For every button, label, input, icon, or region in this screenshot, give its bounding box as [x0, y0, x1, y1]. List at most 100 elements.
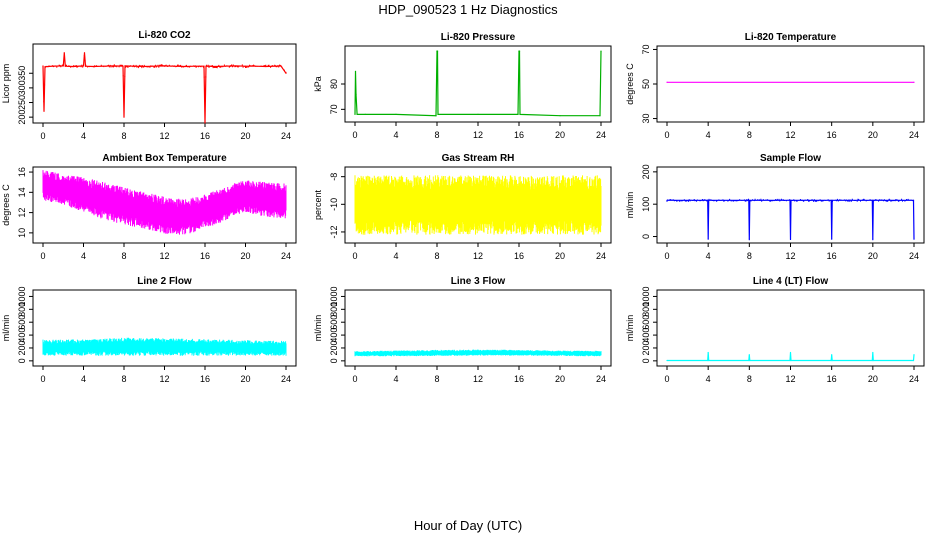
data-point: [666, 81, 668, 83]
data-point: [518, 50, 521, 52]
x-tick-label: 12: [159, 131, 169, 141]
panel-title: Li-820 Pressure: [441, 32, 516, 43]
data-point: [63, 52, 65, 54]
data-point: [234, 65, 236, 67]
data-point: [748, 354, 750, 356]
series-line: [667, 199, 915, 240]
panel-3: Li-820 Temperature degrees C 30 50 70 0 4 8 12 16…: [625, 32, 925, 140]
data-point: [203, 65, 205, 67]
data-point: [912, 359, 915, 362]
data-point: [789, 351, 792, 354]
data-point: [83, 52, 86, 54]
data-point: [265, 65, 267, 68]
data-point: [255, 65, 257, 67]
data-point: [871, 199, 873, 201]
x-tick-label: 24: [281, 251, 291, 261]
data-point: [113, 65, 115, 67]
x-tick-label: 24: [596, 251, 606, 261]
x-tick-label: 20: [240, 374, 250, 384]
data-point: [831, 238, 833, 240]
data-point: [435, 115, 437, 117]
y-tick-label: 400: [17, 328, 27, 343]
panel-title: Sample Flow: [760, 153, 821, 164]
y-tick-label: 200: [329, 340, 339, 355]
x-tick-label: 20: [868, 374, 878, 384]
x-tick-label: 0: [352, 130, 357, 140]
data-point: [275, 65, 277, 67]
x-tick-label: 4: [393, 130, 398, 140]
x-tick-label: 0: [40, 251, 45, 261]
panel-title: Line 2 Flow: [137, 276, 192, 287]
y-tick-label: 0: [17, 358, 27, 363]
x-tick-label: 4: [706, 374, 711, 384]
data-point: [205, 65, 207, 67]
y-axis-label: ml/min: [625, 315, 635, 342]
y-tick-label: 200: [17, 340, 27, 355]
data-point: [143, 65, 145, 68]
y-axis-label: kPa: [313, 76, 323, 92]
data-point: [194, 65, 196, 67]
data-point: [789, 238, 792, 240]
y-axis-label: Licor ppm: [1, 64, 11, 104]
data-point: [749, 359, 751, 362]
data-point: [830, 359, 832, 362]
y-tick-label: 300: [17, 80, 27, 95]
data-point: [666, 359, 668, 362]
y-tick-label: 800: [17, 302, 27, 317]
y-tick-label: 0: [641, 234, 651, 239]
x-tick-label: 12: [473, 251, 483, 261]
x-tick-label: 8: [121, 131, 126, 141]
panel-title: Ambient Box Temperature: [102, 153, 227, 164]
data-point: [224, 65, 226, 67]
x-tick-label: 16: [514, 251, 524, 261]
data-point: [519, 113, 521, 115]
data-point: [52, 65, 54, 67]
x-tick-label: 8: [747, 251, 752, 261]
series-noise: [42, 54, 287, 123]
data-point: [354, 113, 356, 115]
x-tick-label: 20: [555, 130, 565, 140]
data-point: [830, 199, 832, 201]
data-point: [354, 70, 357, 72]
data-point: [93, 65, 95, 68]
panel-4: Ambient Box Temperature degrees C 10 12 14 16…: [1, 153, 297, 261]
x-tick-label: 8: [434, 130, 439, 140]
y-tick-label: 1000: [17, 286, 27, 306]
data-point: [913, 354, 915, 356]
x-tick-label: 8: [121, 374, 126, 384]
data-point: [872, 351, 874, 354]
data-point: [831, 359, 833, 362]
y-tick-label: 350: [17, 66, 27, 81]
y-tick-label: 600: [329, 315, 339, 330]
plot-frame: [344, 45, 612, 123]
data-point: [64, 65, 66, 67]
x-tick-label: 24: [909, 251, 919, 261]
x-tick-label: 20: [555, 251, 565, 261]
y-tick-label: 70: [329, 104, 339, 114]
x-tick-label: 12: [473, 130, 483, 140]
data-point: [42, 65, 44, 67]
y-tick-label: 80: [329, 79, 339, 89]
x-tick-label: 16: [827, 130, 837, 140]
data-point: [707, 351, 709, 354]
series-line: [42, 52, 287, 124]
series-band: [354, 349, 602, 357]
x-tick-label: 16: [200, 374, 210, 384]
x-tick-label: 24: [596, 374, 606, 384]
x-tick-label: 20: [240, 131, 250, 141]
data-point: [790, 359, 792, 362]
data-point: [749, 199, 751, 201]
panel-5: Gas Stream RH percent -8 -10 -12 0 4 8 12 16 20 24: [313, 153, 612, 261]
x-tick-label: 8: [434, 251, 439, 261]
data-point: [184, 65, 186, 68]
y-tick-label: 12: [17, 208, 27, 218]
series-line: [667, 352, 915, 362]
data-point: [748, 359, 750, 362]
series-band: [354, 175, 602, 235]
data-point: [707, 359, 709, 362]
y-tick-label: 250: [17, 95, 27, 110]
x-tick-label: 4: [706, 130, 711, 140]
plot-frame: [656, 45, 925, 123]
data-point: [204, 122, 206, 124]
data-point: [355, 93, 357, 95]
